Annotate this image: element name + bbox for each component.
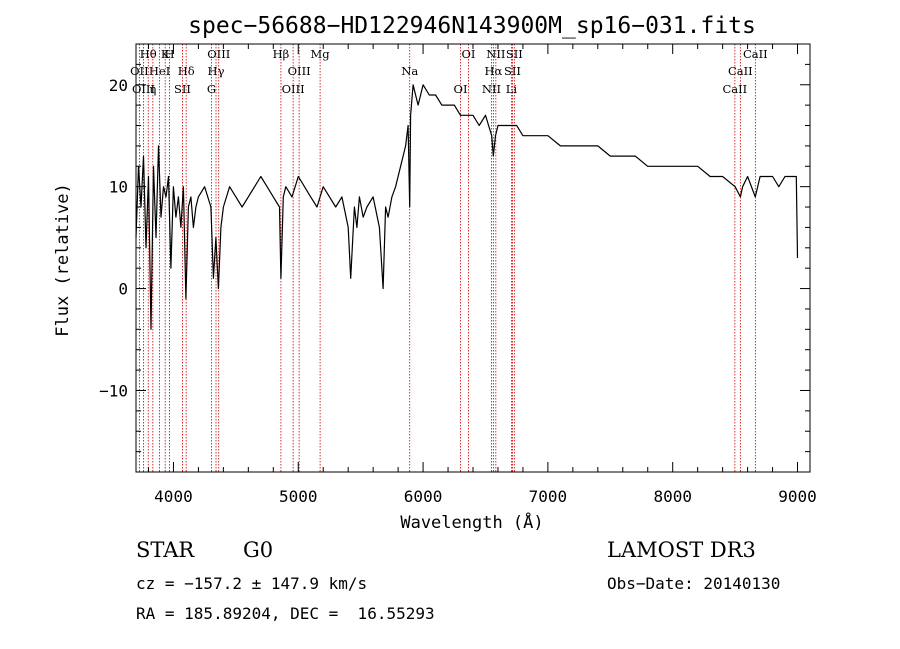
chart-title: spec−56688−HD122946N143900M_sp16−031.fit… — [188, 13, 756, 39]
annotation-label: Li — [506, 82, 518, 96]
x-tick-label: 7000 — [529, 487, 568, 506]
y-tick-label: 10 — [109, 178, 128, 197]
x-axis-ticks: 4000 5000 6000 7000 8000 9000 — [147, 44, 817, 506]
y-tick-label: 0 — [118, 280, 128, 299]
annotation-label: OIII — [288, 64, 311, 78]
y-tick-label: 20 — [109, 76, 128, 95]
annotation-label: SII — [504, 64, 521, 78]
x-axis-label: Wavelength (Å) — [400, 511, 543, 533]
observation-date: Obs−Date: 20140130 — [607, 574, 781, 593]
y-tick-label: −10 — [99, 381, 128, 400]
annotation-label: NII — [486, 47, 505, 61]
annotation-label: NII — [482, 82, 501, 96]
annotation-label: CaII — [728, 64, 753, 78]
annotation-lines — [138, 44, 756, 472]
annotation-label: Mg — [311, 47, 331, 61]
x-tick-label: 9000 — [778, 487, 817, 506]
annotation-label: η — [149, 82, 156, 96]
annotation-label: OI — [454, 82, 468, 96]
annotation-label: Hγ — [208, 64, 225, 78]
annotation-label: OIII — [282, 82, 305, 96]
annotation-label: OIII — [207, 47, 230, 61]
x-tick-label: 5000 — [279, 487, 318, 506]
annotation-label: HeI — [149, 64, 170, 78]
annotation-label: SII — [174, 82, 191, 96]
annotation-label: K — [161, 47, 170, 61]
plot-frame — [135, 43, 811, 473]
object-class: STAR — [136, 538, 195, 562]
annotation-label: H — [165, 47, 175, 61]
x-tick-label: 6000 — [404, 487, 443, 506]
annotation-label: Hθ — [140, 47, 157, 61]
x-tick-label: 8000 — [653, 487, 692, 506]
annotation-label: OII — [130, 64, 149, 78]
y-axis-label: Flux (relative) — [53, 183, 73, 337]
annotation-label: SII — [506, 47, 523, 61]
annotation-label: CaII — [722, 82, 747, 96]
annotation-label: Na — [401, 64, 418, 78]
annotation-label: OIII — [132, 82, 155, 96]
object-subclass: G0 — [243, 538, 274, 562]
annotation-label: Hβ — [273, 47, 290, 61]
y-axis-ticks: −10 0 10 20 — [99, 43, 810, 473]
spectrum-line — [135, 84, 799, 330]
survey-name: LAMOST DR3 — [607, 538, 756, 562]
redshift-info: cz = −157.2 ± 147.9 km/s — [136, 574, 368, 593]
x-tick-label: 4000 — [154, 487, 193, 506]
coordinates: RA = 185.89204, DEC = 16.55293 — [136, 604, 435, 623]
annotation-label: Hα — [484, 64, 502, 78]
annotation-label: CaII — [743, 47, 768, 61]
annotation-label: OI — [462, 47, 476, 61]
annotation-labels: HθOIIOIIIKHeIηHHδSIIOIIIHγGHβOIIIOIIIMgN… — [130, 47, 768, 96]
annotation-label: G — [207, 82, 216, 96]
annotation-label: Hδ — [178, 64, 195, 78]
